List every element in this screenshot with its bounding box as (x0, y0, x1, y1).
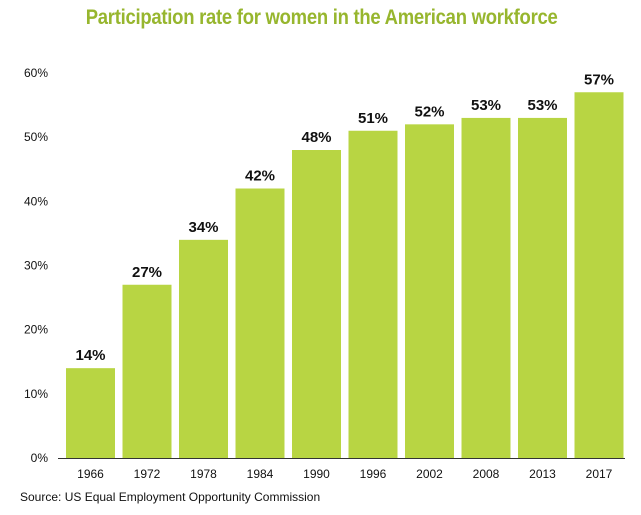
x-tick-label: 1966 (77, 467, 104, 481)
data-label-1996: 51% (358, 110, 388, 127)
x-tick-label: 2017 (586, 467, 613, 481)
x-tick-label: 1978 (190, 467, 217, 481)
data-label-1972: 27% (132, 264, 162, 281)
bar-2002 (405, 124, 454, 458)
bar-2017 (574, 92, 624, 458)
y-tick-label: 10% (24, 387, 48, 401)
data-label-1990: 48% (301, 129, 331, 146)
bar-1978 (179, 239, 228, 458)
y-tick-label: 0% (31, 451, 49, 465)
y-tick-label: 30% (24, 259, 48, 273)
y-tick-label: 60% (24, 66, 48, 80)
y-tick-label: 50% (24, 130, 48, 144)
bar-1984 (235, 188, 285, 458)
data-label-1984: 42% (245, 168, 275, 185)
x-tick-label: 1996 (360, 467, 387, 481)
data-label-1966: 14% (75, 347, 105, 364)
bar-2013 (518, 117, 567, 459)
chart-source: Source: US Equal Employment Opportunity … (20, 490, 321, 504)
bar-1966 (66, 368, 115, 458)
bar-1990 (292, 150, 341, 458)
bars-group (66, 92, 624, 459)
x-axis-ticks: 1966 1972 1978 1984 1990 1996 2002 2008 2013 2017 (77, 467, 613, 481)
data-label-2008: 53% (471, 97, 501, 114)
data-labels-group: 14% 27% 34% 42% 48% 51% 52% 53% 53% 57% (75, 71, 614, 364)
bar-1996 (348, 130, 398, 458)
data-label-2017: 57% (584, 71, 614, 88)
data-label-2013: 53% (527, 97, 557, 114)
data-label-2002: 52% (414, 103, 444, 120)
x-tick-label: 2002 (416, 467, 443, 481)
x-tick-label: 1972 (134, 467, 161, 481)
x-tick-label: 2013 (529, 467, 556, 481)
y-axis-ticks: 0% 10% 20% 30% 40% 50% 60% (24, 66, 48, 465)
y-tick-label: 40% (24, 194, 48, 208)
x-tick-label: 2008 (473, 467, 500, 481)
bar-2008 (461, 117, 511, 459)
chart-title: Participation rate for women in the Amer… (85, 6, 558, 29)
y-tick-label: 20% (24, 323, 48, 337)
x-tick-label: 1990 (303, 467, 330, 481)
x-tick-label: 1984 (247, 467, 274, 481)
bar-1972 (122, 284, 172, 458)
data-label-1978: 34% (188, 219, 218, 236)
